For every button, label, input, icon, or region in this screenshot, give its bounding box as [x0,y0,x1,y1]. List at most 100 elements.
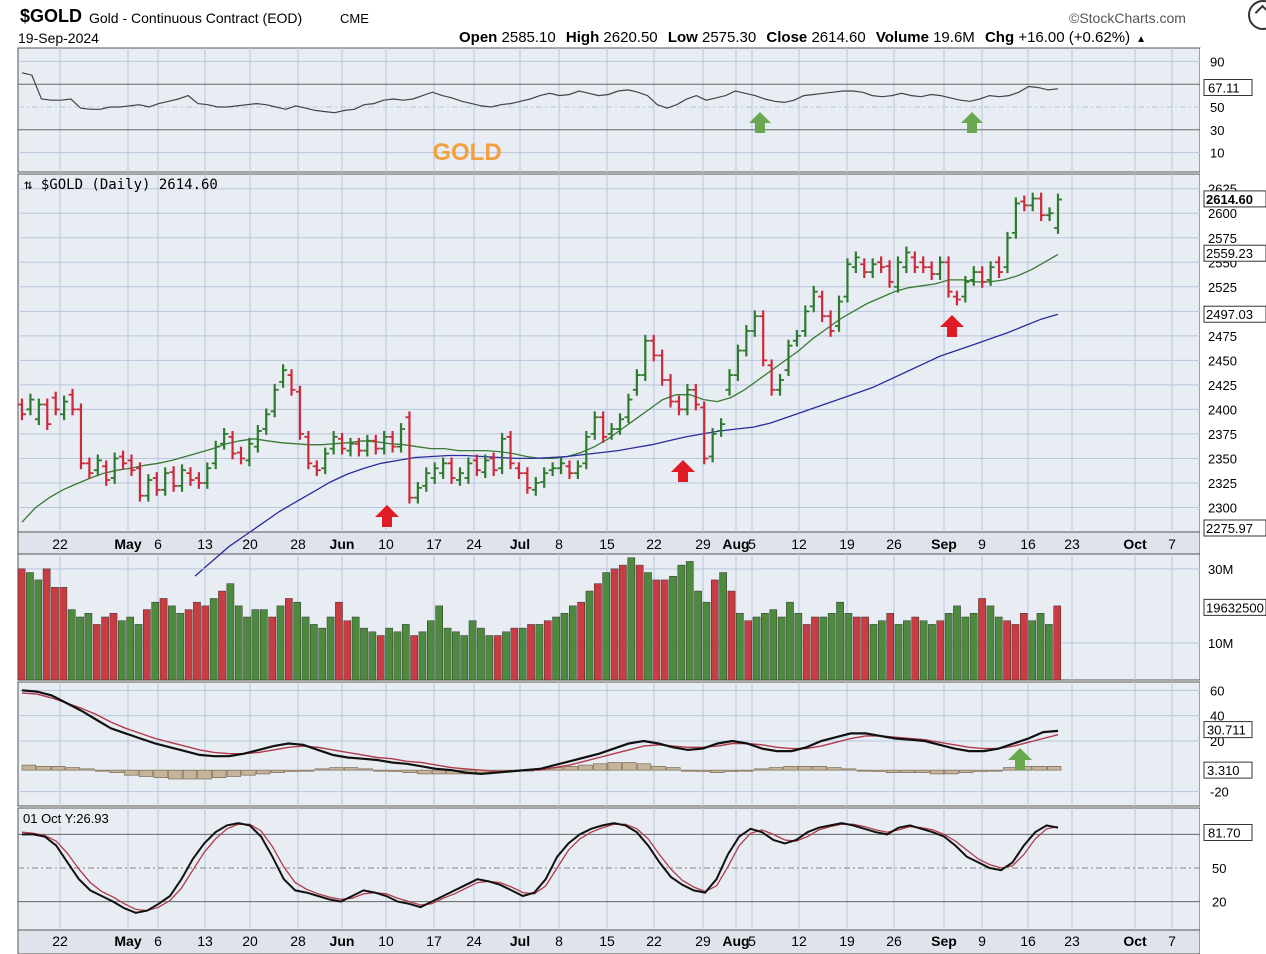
volume-bar [969,613,978,681]
volume-bar [928,624,936,681]
volume-bar [844,613,853,681]
price-tick-label: 2475 [1208,329,1237,344]
macd-histogram-bar [94,769,110,772]
volume-bar [443,627,452,681]
x-tick-label: 17 [426,536,442,552]
volume-bar [535,624,544,681]
x-tick-label: 29 [695,536,711,552]
volume-bar [752,616,761,681]
volume-bar [836,601,844,681]
volume-bar [310,624,318,681]
volume-bar [393,631,402,681]
volume-bar [702,601,711,681]
price-last-label: 2497.03 [1206,307,1253,322]
price-tick-label: 2600 [1208,206,1237,221]
macd-histogram-bar [256,769,271,775]
volume-bar [577,601,585,681]
x-tick-label: Sep [931,933,957,949]
macd-tick-label: -20 [1210,785,1229,800]
stoch-tick-label: 20 [1212,895,1226,910]
volume-bar [869,624,878,681]
collapse-chevron-icon[interactable] [1248,0,1266,30]
open-value: 2585.10 [501,29,556,46]
volume-bar [978,598,986,681]
volume-bar [986,605,995,681]
volume-bar [301,616,310,681]
macd-histogram-bar [197,769,212,780]
volume-bar [568,605,577,681]
green-up-arrow-icon [1008,748,1032,770]
x-tick-label: 5 [748,536,756,552]
volume-bar [143,609,151,681]
volume-bar [34,579,43,681]
macd-histogram-bar [358,768,373,771]
volume-bar [961,616,970,681]
macd-histogram-bar [402,769,417,773]
x-tick-label: Oct [1123,933,1147,949]
macd-histogram-bar [153,769,168,779]
volume-bar [627,557,636,681]
volume-bar [719,572,727,681]
volume-bar [209,598,218,681]
volume-bar [410,635,418,681]
symbol-title: $GOLD [20,6,83,26]
volume-last-box [1203,598,1266,616]
volume-bar [485,635,494,681]
volume-bar [610,568,619,681]
volume-bar [201,605,210,681]
green-up-arrow-icon [961,112,983,133]
rsi-last-label: 67.11 [1208,80,1240,95]
volume-bar [769,609,778,681]
x-tick-label: 16 [1020,536,1036,552]
macd-histogram-bar [592,763,608,771]
brand-label: ©StockCharts.com [1069,10,1186,26]
volume-bar [343,620,352,681]
volume-bar [744,620,753,681]
x-tick-label: May [114,933,141,949]
volume-bar [1003,620,1011,681]
x-tick-label: Oct [1123,536,1147,552]
volume-bar [710,579,719,681]
macd-histogram-bar [373,769,388,772]
macd-histogram-bar [138,769,154,777]
rsi-tick-label: 30 [1210,123,1224,138]
macd-histogram-bar [21,764,36,771]
volume-bar [368,631,377,681]
price-tick-label: 2325 [1208,476,1237,491]
macd-histogram-bar [314,768,329,771]
volume-bar [894,624,903,681]
volume-bar [660,579,669,681]
volume-bar [652,579,661,681]
macd-histogram-bar [871,769,886,772]
price-tick-label: 2425 [1208,378,1237,393]
green-up-arrow-icon [749,112,771,133]
volume-bar [84,613,93,681]
volume-bar [994,616,1003,681]
macd-histogram-bar [651,766,666,771]
macd-histogram-bar [856,769,871,772]
macd-histogram-bar [636,763,652,771]
rsi-panel-bg [17,47,1201,173]
macd-histogram-bar [387,769,403,772]
volume-bar [318,627,327,681]
low-value: 2575.30 [702,29,757,46]
volume-bar [585,590,594,681]
x-tick-label: 10 [378,536,394,552]
volume-bar [134,624,143,681]
macd-histogram-bar [226,769,242,777]
volume-bar [418,631,427,681]
price-last-box [1203,190,1266,208]
macd-histogram-bar [988,769,1003,772]
x-tick-label: 24 [466,933,482,949]
macd-histogram-bar [1032,766,1047,771]
x-tick-label: 7 [1168,933,1176,949]
x-tick-label: 20 [242,536,258,552]
volume-bar [802,624,811,681]
rsi-last-box [1203,78,1253,96]
volume-bar [452,631,460,681]
macd-histogram-bar [431,769,447,775]
red-up-arrow-icon [375,505,399,527]
volume-bar [602,572,611,681]
x-axis-band-bottom [17,929,1201,954]
chart-date: 19-Sep-2024 [18,30,99,46]
